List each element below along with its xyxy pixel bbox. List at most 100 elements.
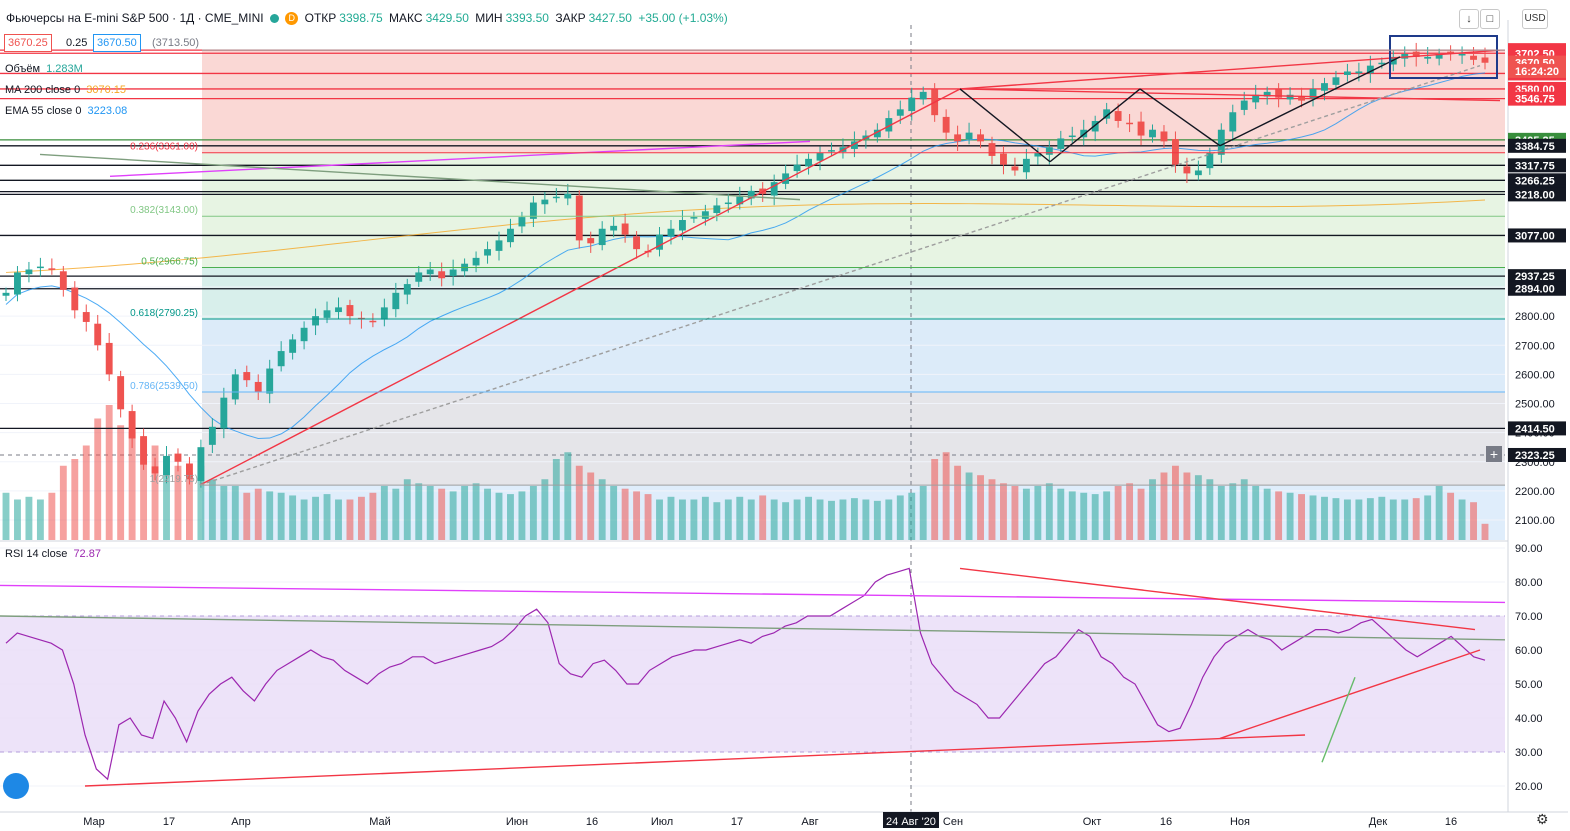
volume-bar [816, 499, 824, 540]
candle-body [1068, 135, 1076, 138]
delayed-data-icon[interactable]: D [285, 12, 299, 26]
volume-bar [736, 496, 744, 540]
candle-body [873, 129, 881, 138]
volume-bar [208, 479, 216, 540]
volume-bar [105, 405, 113, 540]
volume-bar [14, 499, 21, 540]
volume-bar [977, 475, 984, 540]
candle-body [885, 118, 893, 132]
trend-drawings[interactable] [39, 35, 1501, 486]
rsi-legend[interactable]: RSI 14 close 72.87 [5, 548, 104, 560]
rsi-trend-line [959, 567, 1476, 631]
price-level-label: 3317.75 [1515, 160, 1555, 172]
rsi-band [0, 616, 1505, 752]
price-level-label: 2894.00 [1515, 284, 1555, 296]
ma-value: 3070.15 [86, 84, 127, 96]
ma-legend[interactable]: MA 200 close 0 3070.15 [5, 84, 129, 96]
volume-legend[interactable]: Объём 1.283M [5, 63, 86, 75]
time-tick-label: Мар [83, 816, 105, 828]
time-tick-label: 17 [163, 816, 175, 828]
volume-bar [59, 465, 67, 540]
volume-bar [335, 499, 342, 540]
candle-body [1045, 147, 1053, 155]
volume-bar [1172, 465, 1179, 540]
fullscreen-icon[interactable]: □ [1480, 9, 1500, 29]
bar-timer-label-bg [1508, 63, 1566, 78]
price-level-label-bg [1508, 158, 1566, 173]
ema-legend[interactable]: EMA 55 close 0 3223.08 [5, 105, 130, 117]
volume-bar [25, 496, 33, 540]
candle-body [724, 202, 732, 205]
candle-body [25, 269, 33, 275]
candle-body [919, 91, 927, 100]
volume-bar [472, 483, 480, 540]
ask-price-box[interactable]: 3670.50 [93, 34, 141, 52]
volume-bar [1114, 486, 1122, 540]
ema-label: EMA 55 close 0 [5, 105, 82, 117]
volume-bar [48, 492, 56, 540]
settings-gear-icon[interactable]: ⚙ [1536, 811, 1549, 827]
trend-line [199, 88, 961, 486]
time-tick-label: Апр [231, 816, 250, 828]
candle-body [197, 447, 205, 481]
candle-body [472, 257, 480, 266]
candle-body [1137, 121, 1145, 136]
time-tick-label: Окт [1083, 816, 1102, 828]
volume-bar [380, 486, 388, 540]
fib-label-1: 1(2219.75) [150, 474, 198, 485]
price-level-label: 2414.50 [1515, 423, 1555, 435]
volume-bar [782, 502, 790, 540]
bar-timer-label: 16:24:20 [1515, 66, 1559, 78]
bid-price-box[interactable]: 3670.25 [4, 34, 52, 52]
time-tick-label: 16 [1160, 816, 1172, 828]
volume-bar [1378, 496, 1386, 540]
candle-body [896, 109, 904, 116]
candle-body [208, 426, 216, 445]
candle-body [793, 164, 801, 172]
volume-bar [552, 459, 560, 540]
previous-price: (3713.50) [152, 37, 200, 49]
arrow-down-icon[interactable]: ↓ [1459, 9, 1479, 29]
price-level-label: 3077.00 [1515, 230, 1555, 242]
candle-body [1378, 62, 1386, 65]
volume-bar [1343, 499, 1351, 540]
candle-body [564, 193, 572, 199]
ma-line [5, 199, 1486, 273]
currency-button[interactable]: USD [1522, 9, 1548, 29]
candle-body [656, 234, 663, 250]
candle-body [1252, 94, 1260, 103]
time-tick-label: Сен [943, 816, 963, 828]
candle-body [1458, 54, 1466, 56]
volume-bar [759, 495, 767, 540]
candle-body [701, 211, 709, 219]
candle-body [1355, 71, 1363, 74]
rsi-trend-line [0, 584, 1506, 604]
volume-bar [484, 488, 491, 540]
volume-bar [1206, 479, 1214, 540]
candle-body [587, 238, 595, 244]
volume-bar [1252, 486, 1260, 540]
price-axis[interactable]: 2100.002200.002300.002400.002500.002600.… [1507, 20, 1570, 812]
tradingview-logo[interactable] [3, 773, 29, 799]
volume-bar [850, 498, 858, 540]
volume-bar [461, 486, 469, 540]
volume-bar [1389, 499, 1397, 540]
candle-body [1229, 112, 1237, 132]
candle-body [908, 97, 916, 112]
volume-bar [1126, 483, 1134, 540]
volume-bar [541, 479, 549, 540]
time-tick-label: Авг [801, 816, 818, 828]
candle-body [1034, 153, 1042, 157]
add-level-icon[interactable]: + [1486, 446, 1502, 462]
candle-body [186, 463, 193, 480]
rsi-tick-label: 50.00 [1515, 679, 1543, 691]
symbol-title[interactable]: Фьючерсы на E-mini S&P 500 · 1Д · CME_MI… [6, 11, 264, 25]
candle-body [1126, 122, 1134, 125]
volume-bar [392, 488, 400, 540]
volume-bar [266, 491, 274, 540]
candle-body [667, 228, 675, 237]
volume-bar [908, 492, 916, 540]
volume-bar [896, 495, 904, 540]
time-axis[interactable]: Мар 17 Апр Май Июн 16 Июл 17 Авг 24 Авг '20 Сен Окт… [0, 811, 1568, 828]
